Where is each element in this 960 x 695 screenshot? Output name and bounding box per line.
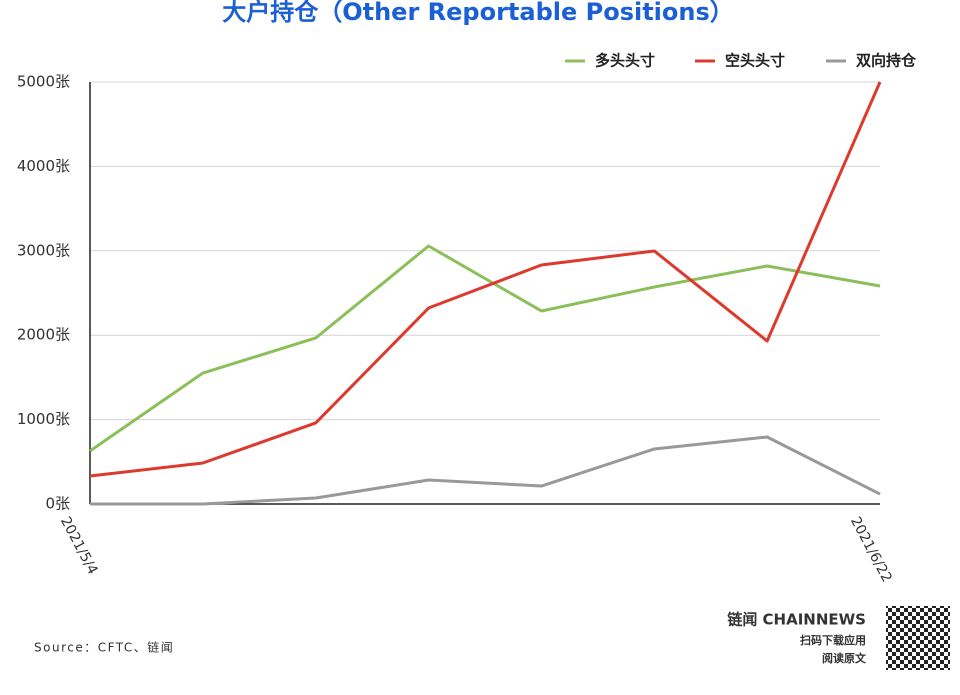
series-line [89, 244, 881, 453]
qr-code [886, 606, 950, 670]
legend-label: 空头头寸 [725, 52, 785, 70]
chart-title: 大户持仓（Other Reportable Positions） [222, 0, 734, 26]
legend-label: 多头头寸 [595, 52, 655, 70]
y-tick-label: 3000张 [17, 241, 70, 259]
series-line [89, 81, 882, 478]
y-tick-label: 2000张 [17, 326, 70, 344]
x-tick-label: 2021/6/22 [847, 514, 895, 585]
brand: 链闻 CHAINNEWS [727, 611, 866, 629]
y-tick-label: 0张 [45, 495, 70, 513]
legend-label: 双向持仓 [856, 52, 917, 70]
scan-text: 扫码下载应用 [800, 633, 866, 647]
x-tick-label: 2021/5/4 [57, 514, 101, 577]
series-line [90, 435, 881, 506]
read-text: 阅读原文 [822, 651, 867, 665]
y-tick-label: 5000张 [17, 73, 70, 91]
y-tick-label: 4000张 [17, 157, 70, 175]
y-tick-label: 1000张 [17, 410, 70, 428]
source: Source：CFTC、链闻 [34, 640, 174, 655]
